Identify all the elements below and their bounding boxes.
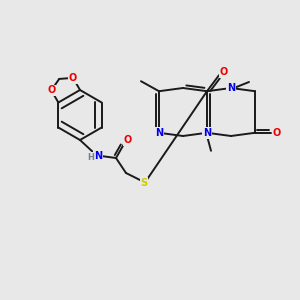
Text: O: O [69, 73, 77, 83]
Text: N: N [155, 128, 163, 138]
Text: O: O [220, 67, 228, 77]
Text: N: N [227, 83, 235, 93]
Text: O: O [273, 128, 281, 138]
Text: S: S [140, 178, 148, 188]
Text: O: O [124, 135, 132, 145]
Text: N: N [94, 151, 102, 161]
Text: O: O [47, 85, 56, 95]
Text: N: N [203, 128, 211, 138]
Text: H: H [88, 152, 94, 161]
